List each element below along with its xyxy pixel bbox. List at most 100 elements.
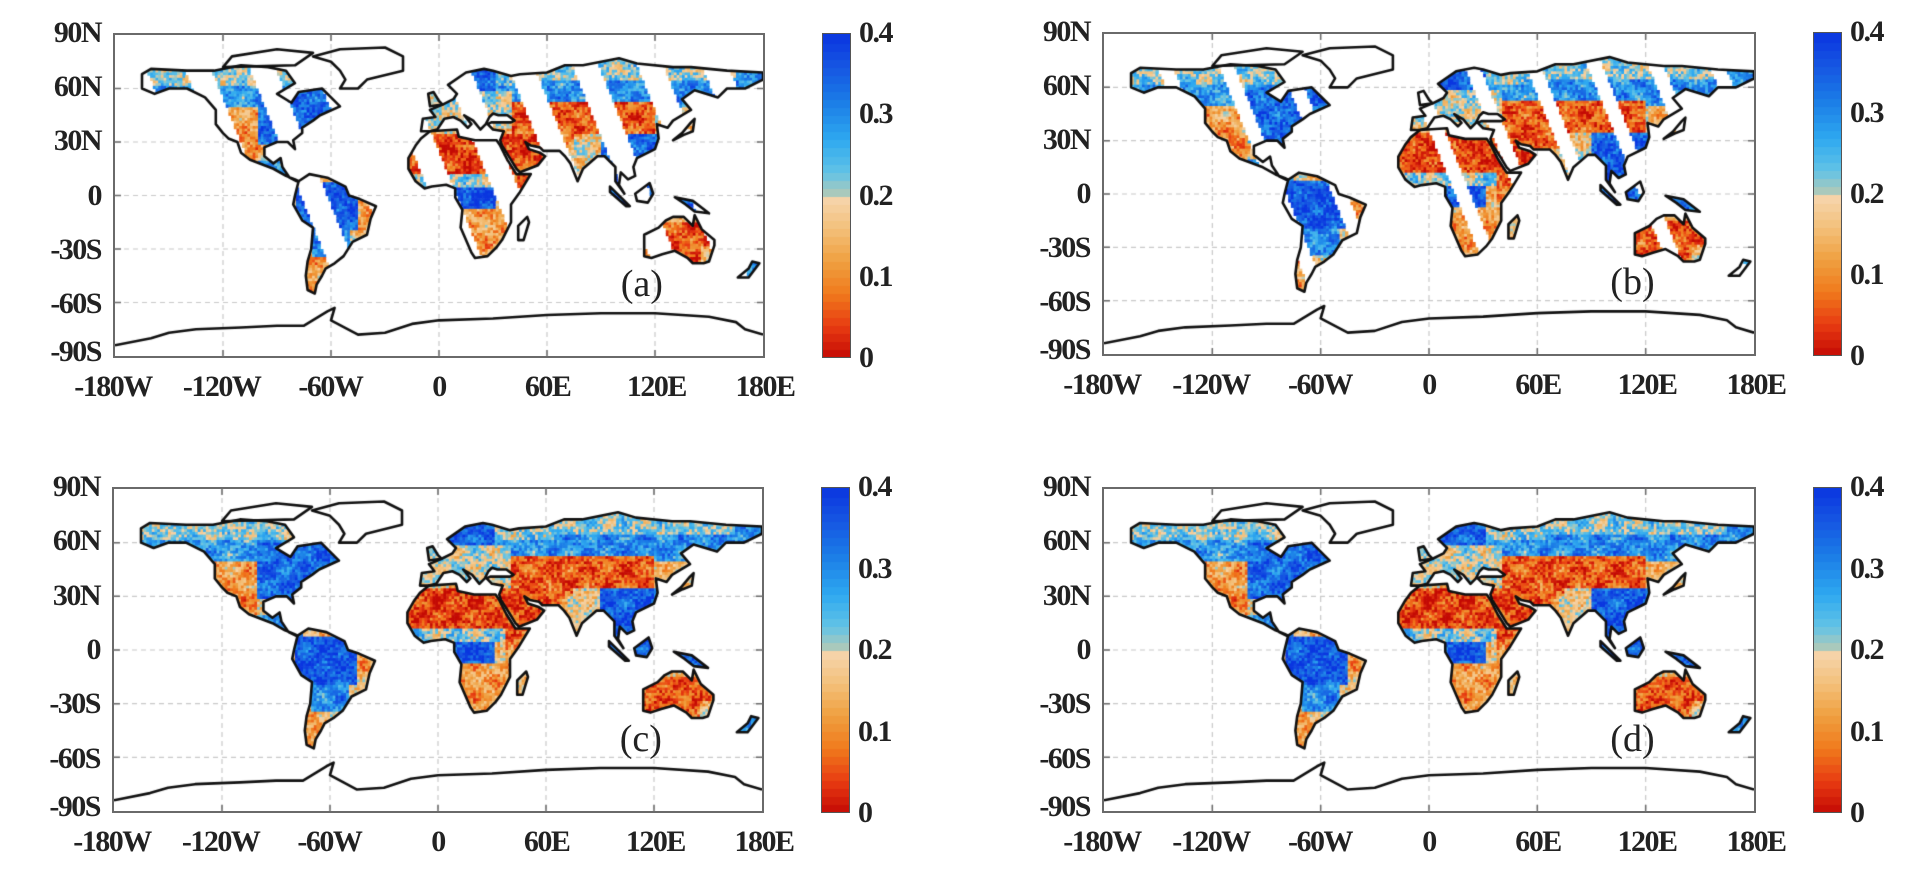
lat-tick-label: -30S [50, 232, 102, 266]
colorbar-tick-label: 0.2 [858, 633, 893, 666]
colorbar-tick-label: 0.3 [859, 97, 894, 131]
lat-tick-label: 0 [86, 633, 102, 666]
lat-tick-label: 30N [53, 124, 103, 158]
lat-tick-label: 60N [1042, 524, 1092, 558]
soil-moisture-map [1104, 34, 1754, 354]
map-frame [112, 487, 764, 813]
lon-tick-label: 0 [1422, 368, 1437, 401]
lat-tick-label: 0 [1076, 633, 1092, 666]
lat-tick-label: 0 [87, 178, 103, 212]
lon-tick-label: 0 [431, 825, 446, 858]
lon-tick-label: 0 [1422, 825, 1437, 858]
colorbar-tick-label: 0.1 [1850, 258, 1885, 291]
lat-tick-label: -30S [1039, 231, 1091, 264]
lat-tick-label: 60N [52, 524, 102, 558]
lat-tick-label: -30S [49, 687, 101, 721]
map-frame [113, 33, 765, 358]
colorbar-tick-label: 0.1 [858, 714, 893, 748]
lon-tick-label: -60W [1288, 825, 1354, 858]
colorbar-tick-label: 0.4 [859, 16, 894, 49]
lon-tick-label: 60E [524, 370, 572, 403]
lon-tick-label: 60E [523, 825, 571, 858]
colorbar-tick-label: 0.4 [858, 470, 893, 503]
panel-label: (a) [620, 262, 663, 305]
lon-tick-label: 180E [1726, 368, 1787, 401]
soil-moisture-map [115, 35, 763, 356]
colorbar-tick-label: 0.1 [1850, 714, 1885, 748]
lon-tick-label: 180E [734, 825, 795, 858]
lat-tick-label: 30N [1042, 578, 1092, 612]
colorbar [1813, 32, 1842, 356]
colorbar-gradient [1814, 488, 1841, 812]
lat-tick-label: -60S [49, 741, 101, 775]
lon-tick-label: 60E [1515, 368, 1562, 401]
lon-tick-label: -120W [1172, 368, 1251, 401]
lon-tick-label: -120W [182, 370, 262, 403]
colorbar [821, 487, 850, 813]
colorbar-tick-label: 0.3 [858, 551, 893, 585]
lon-tick-label: 180E [1726, 825, 1787, 858]
lat-tick-label: 60N [53, 70, 103, 104]
panel-label: (c) [619, 717, 662, 760]
soil-moisture-map [1104, 489, 1754, 811]
lon-tick-label: 120E [626, 370, 688, 403]
colorbar-gradient [1814, 33, 1841, 355]
colorbar-tick-label: 0 [858, 796, 873, 829]
colorbar-tick-label: 0 [859, 341, 874, 374]
colorbar [822, 33, 851, 358]
lat-tick-label: 30N [1042, 123, 1092, 156]
colorbar-tick-label: 0.2 [1850, 177, 1885, 210]
colorbar-gradient [822, 488, 849, 812]
panel-label: (d) [1610, 717, 1655, 760]
lon-tick-label: 180E [735, 370, 796, 403]
lat-tick-label: -60S [1039, 741, 1091, 775]
panel-label: (b) [1610, 261, 1655, 304]
lon-tick-label: 60E [1515, 825, 1562, 858]
soil-moisture-map [114, 489, 762, 811]
lat-tick-label: -60S [50, 286, 102, 320]
lat-tick-label: 0 [1076, 177, 1092, 210]
lon-tick-label: -120W [181, 825, 261, 858]
lon-tick-label: -180W [74, 370, 153, 403]
colorbar [1813, 487, 1842, 813]
lon-tick-label: 120E [1617, 368, 1678, 401]
colorbar-tick-label: 0.3 [1850, 96, 1885, 129]
lat-tick-label: -90S [1039, 790, 1091, 823]
lon-tick-label: -60W [1288, 368, 1354, 401]
lon-tick-label: -60W [297, 825, 363, 858]
lon-tick-label: -180W [1063, 825, 1142, 858]
lat-tick-label: 60N [1042, 69, 1092, 102]
colorbar-tick-label: 0 [1850, 339, 1865, 372]
map-frame [1102, 32, 1756, 356]
lat-tick-label: -60S [1039, 285, 1091, 318]
colorbar-tick-label: 0.2 [859, 178, 894, 212]
lon-tick-label: -60W [298, 370, 364, 403]
colorbar-tick-label: 0.4 [1850, 15, 1885, 48]
lon-tick-label: 120E [1617, 825, 1678, 858]
lon-tick-label: 0 [432, 370, 447, 403]
colorbar-tick-label: 0.3 [1850, 551, 1885, 585]
lon-tick-label: -120W [1172, 825, 1251, 858]
lon-tick-label: -180W [73, 825, 152, 858]
colorbar-tick-label: 0.2 [1850, 633, 1885, 666]
map-frame [1102, 487, 1756, 813]
lat-tick-label: 90N [1042, 470, 1092, 503]
colorbar-tick-label: 0.1 [859, 259, 894, 293]
colorbar-gradient [823, 34, 850, 357]
lat-tick-label: 90N [53, 16, 103, 49]
lat-tick-label: -90S [50, 335, 102, 368]
lat-tick-label: -30S [1039, 687, 1091, 721]
colorbar-tick-label: 0 [1850, 796, 1865, 829]
lat-tick-label: 30N [52, 578, 102, 612]
colorbar-tick-label: 0.4 [1850, 470, 1885, 503]
lat-tick-label: -90S [49, 790, 101, 823]
lon-tick-label: -180W [1063, 368, 1142, 401]
lon-tick-label: 120E [625, 825, 687, 858]
lat-tick-label: 90N [1042, 15, 1092, 48]
lat-tick-label: 90N [52, 470, 102, 503]
